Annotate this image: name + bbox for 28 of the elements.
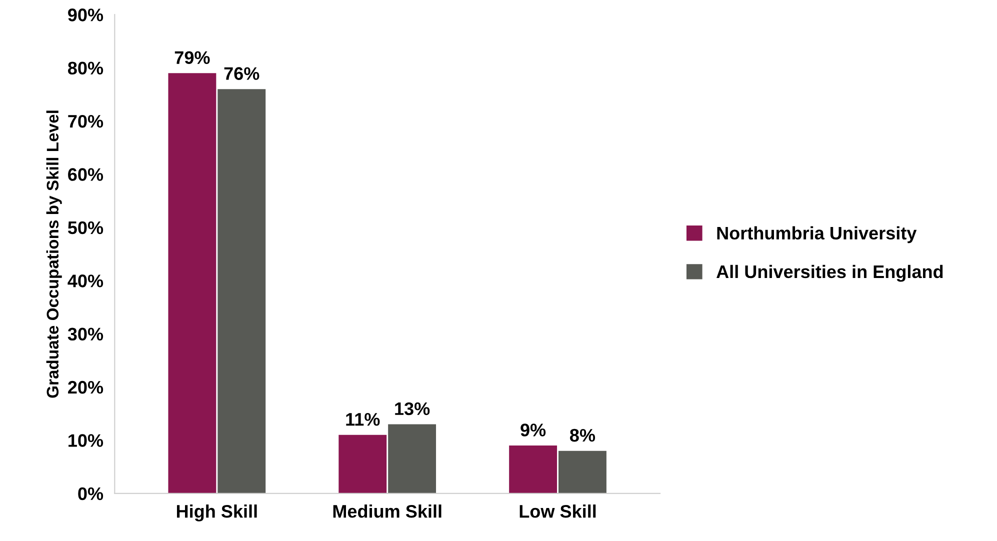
x-tick-label: Low Skill xyxy=(520,504,596,518)
y-tick-label: 70% xyxy=(68,114,104,128)
legend-label: Northumbria University xyxy=(717,226,917,244)
x-tick-label: Medium Skill xyxy=(333,504,442,518)
x-tick-label: High Skill xyxy=(176,504,257,522)
y-tick-label: 40% xyxy=(68,274,104,288)
bar xyxy=(218,89,266,494)
bar xyxy=(338,434,387,494)
y-tick-label: 20% xyxy=(68,380,104,394)
y-tick-label: 50% xyxy=(68,221,104,234)
y-tick-label: 60% xyxy=(68,168,104,181)
data-label: 9% xyxy=(520,424,546,436)
y-tick-label: 80% xyxy=(68,62,104,75)
bar xyxy=(388,424,436,494)
data-label: 11% xyxy=(346,413,380,426)
y-tick-label: 10% xyxy=(68,434,104,447)
y-tick-label: 0% xyxy=(78,487,104,500)
data-label: 13% xyxy=(395,402,430,416)
data-label: 79% xyxy=(174,51,210,64)
data-label: 76% xyxy=(224,67,260,80)
legend-label: All Universities in England xyxy=(716,264,943,282)
bar xyxy=(509,446,558,494)
bar xyxy=(558,450,606,494)
y-tick-label: 90% xyxy=(68,8,104,22)
bar xyxy=(168,73,216,494)
y-tick-label: 30% xyxy=(68,328,104,341)
y-axis-title: Graduate Occupations by Skill Level xyxy=(46,110,62,398)
data-label: 8% xyxy=(570,428,596,442)
